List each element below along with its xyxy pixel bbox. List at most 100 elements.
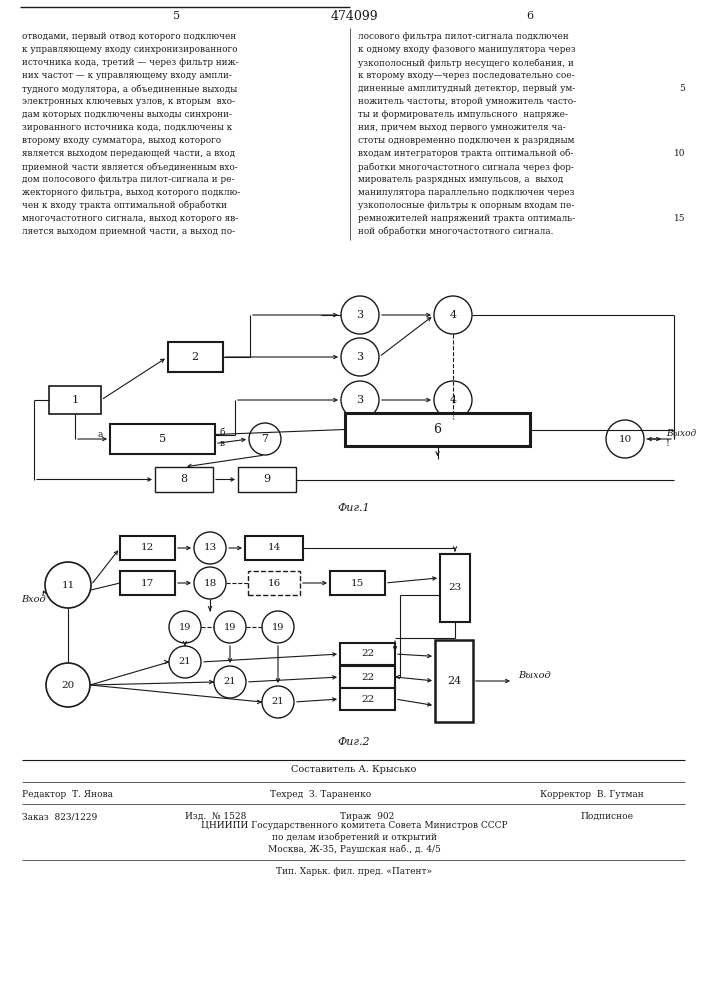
Text: 6: 6 xyxy=(527,11,534,21)
Text: 21: 21 xyxy=(271,698,284,706)
Text: ты и формирователь импульсного  напряже-: ты и формирователь импульсного напряже- xyxy=(358,110,568,119)
Text: !: ! xyxy=(666,438,670,448)
Text: 21: 21 xyxy=(179,658,192,666)
Text: 6: 6 xyxy=(433,423,441,436)
Circle shape xyxy=(214,666,246,698)
Text: тудного модулятора, а объединенные выходы: тудного модулятора, а объединенные выход… xyxy=(22,84,238,94)
Text: Техред  З. Тараненко: Техред З. Тараненко xyxy=(270,790,371,799)
Text: 19: 19 xyxy=(271,622,284,632)
Text: к управляющему входу синхронизированного: к управляющему входу синхронизированного xyxy=(22,45,238,54)
Text: Тип. Харьк. фил. пред. «Патент»: Тип. Харьк. фил. пред. «Патент» xyxy=(276,866,432,876)
Bar xyxy=(120,536,175,560)
Circle shape xyxy=(341,381,379,419)
Circle shape xyxy=(194,567,226,599)
Circle shape xyxy=(45,562,91,608)
Bar xyxy=(340,666,395,688)
Text: них частот — к управляющему входу ампли-: них частот — к управляющему входу ампли- xyxy=(22,71,232,80)
Text: является выходом передающей части, а вход: является выходом передающей части, а вхо… xyxy=(22,149,235,158)
Bar xyxy=(155,467,213,492)
Text: диненные амплитудный детектор, первый ум-: диненные амплитудный детектор, первый ум… xyxy=(358,84,575,93)
Bar xyxy=(340,688,395,710)
Circle shape xyxy=(434,381,472,419)
Text: 15: 15 xyxy=(351,578,364,587)
Text: 5: 5 xyxy=(679,84,685,93)
Text: 12: 12 xyxy=(141,544,154,552)
Text: 474099: 474099 xyxy=(330,9,378,22)
Bar xyxy=(330,571,385,595)
Text: ремножителей напряжений тракта оптималь-: ремножителей напряжений тракта оптималь- xyxy=(358,214,575,223)
Text: 21: 21 xyxy=(223,678,236,686)
Circle shape xyxy=(214,611,246,643)
Text: входам интеграторов тракта оптимальной об-: входам интеграторов тракта оптимальной о… xyxy=(358,149,573,158)
Text: 22: 22 xyxy=(361,694,374,704)
Text: 20: 20 xyxy=(62,680,75,690)
Text: 11: 11 xyxy=(62,580,75,589)
Text: мирователь разрядных импульсов, а  выход: мирователь разрядных импульсов, а выход xyxy=(358,175,563,184)
Bar xyxy=(110,424,215,454)
Bar xyxy=(245,536,303,560)
Circle shape xyxy=(606,420,644,458)
Text: ножитель частоты, второй умножитель часто-: ножитель частоты, второй умножитель част… xyxy=(358,97,576,106)
Text: 9: 9 xyxy=(264,475,271,485)
Text: 3: 3 xyxy=(356,395,363,405)
Text: дом полосового фильтра пилот-сигнала и ре-: дом полосового фильтра пилот-сигнала и р… xyxy=(22,175,235,184)
Text: источника кода, третий — через фильтр ниж-: источника кода, третий — через фильтр ни… xyxy=(22,58,239,67)
Text: отводами, первый отвод которого подключен: отводами, первый отвод которого подключе… xyxy=(22,32,236,41)
Circle shape xyxy=(262,686,294,718)
Circle shape xyxy=(249,423,281,455)
Circle shape xyxy=(434,296,472,334)
Text: 16: 16 xyxy=(267,578,281,587)
Text: ЦНИИПИ Государственного комитета Совета Министров СССР: ЦНИИПИ Государственного комитета Совета … xyxy=(201,820,508,830)
Text: 7: 7 xyxy=(262,434,269,444)
Text: 15: 15 xyxy=(674,214,685,223)
Text: лосового фильтра пилот-сигнала подключен: лосового фильтра пилот-сигнала подключен xyxy=(358,32,568,41)
Text: ной обработки многочастотного сигнала.: ной обработки многочастотного сигнала. xyxy=(358,227,554,236)
Text: работки многочастотного сигнала через фор-: работки многочастотного сигнала через фо… xyxy=(358,162,574,172)
Text: жекторного фильтра, выход которого подклю-: жекторного фильтра, выход которого подкл… xyxy=(22,188,240,197)
Text: 22: 22 xyxy=(361,672,374,682)
Bar xyxy=(345,413,530,446)
Text: зированного источника кода, подключены к: зированного источника кода, подключены к xyxy=(22,123,233,132)
Text: 19: 19 xyxy=(224,622,236,632)
Text: Составитель А. Крысько: Составитель А. Крысько xyxy=(291,766,416,774)
Bar xyxy=(168,342,223,372)
Text: многочастотного сигнала, выход которого яв-: многочастотного сигнала, выход которого … xyxy=(22,214,238,223)
Text: Москва, Ж-35, Раушская наб., д. 4/5: Москва, Ж-35, Раушская наб., д. 4/5 xyxy=(267,844,440,854)
Text: 18: 18 xyxy=(204,578,216,587)
Text: 5: 5 xyxy=(173,11,180,21)
Text: к одному входу фазового манипулятора через: к одному входу фазового манипулятора чер… xyxy=(358,45,575,54)
Circle shape xyxy=(46,663,90,707)
Text: б: б xyxy=(220,428,226,437)
Text: 22: 22 xyxy=(361,650,374,658)
Text: 4: 4 xyxy=(450,395,457,405)
Text: 8: 8 xyxy=(180,475,187,485)
Text: 2: 2 xyxy=(192,352,199,362)
Text: электронных ключевых узлов, к вторым  вхо-: электронных ключевых узлов, к вторым вхо… xyxy=(22,97,235,106)
Text: дам которых подключены выходы синхрони-: дам которых подключены выходы синхрони- xyxy=(22,110,232,119)
Text: Вход: Вход xyxy=(21,595,45,604)
Circle shape xyxy=(341,338,379,376)
Circle shape xyxy=(262,611,294,643)
Text: 5: 5 xyxy=(159,434,166,444)
Text: Выход: Выход xyxy=(666,428,696,438)
Text: 1: 1 xyxy=(71,395,78,405)
Text: приемной части является объединенным вхо-: приемной части является объединенным вхо… xyxy=(22,162,238,172)
Text: манипулятора параллельно подключен через: манипулятора параллельно подключен через xyxy=(358,188,575,197)
Text: 23: 23 xyxy=(448,584,462,592)
Text: по делам изобретений и открытий: по делам изобретений и открытий xyxy=(271,832,436,842)
Text: Выход: Выход xyxy=(518,672,551,680)
Text: 13: 13 xyxy=(204,544,216,552)
Text: 24: 24 xyxy=(447,676,461,686)
Bar xyxy=(340,643,395,665)
Text: Изд.  № 1528: Изд. № 1528 xyxy=(185,812,246,821)
Text: Тираж  902: Тираж 902 xyxy=(340,812,395,821)
Text: второму входу сумматора, выход которого: второму входу сумматора, выход которого xyxy=(22,136,221,145)
Text: узкополосный фильтр несущего колебания, и: узкополосный фильтр несущего колебания, … xyxy=(358,58,574,68)
Text: 19: 19 xyxy=(179,622,191,632)
Text: 14: 14 xyxy=(267,544,281,552)
Circle shape xyxy=(169,611,201,643)
Bar xyxy=(440,554,470,622)
Text: 3: 3 xyxy=(356,352,363,362)
Text: в: в xyxy=(220,439,225,448)
Bar xyxy=(435,640,473,722)
